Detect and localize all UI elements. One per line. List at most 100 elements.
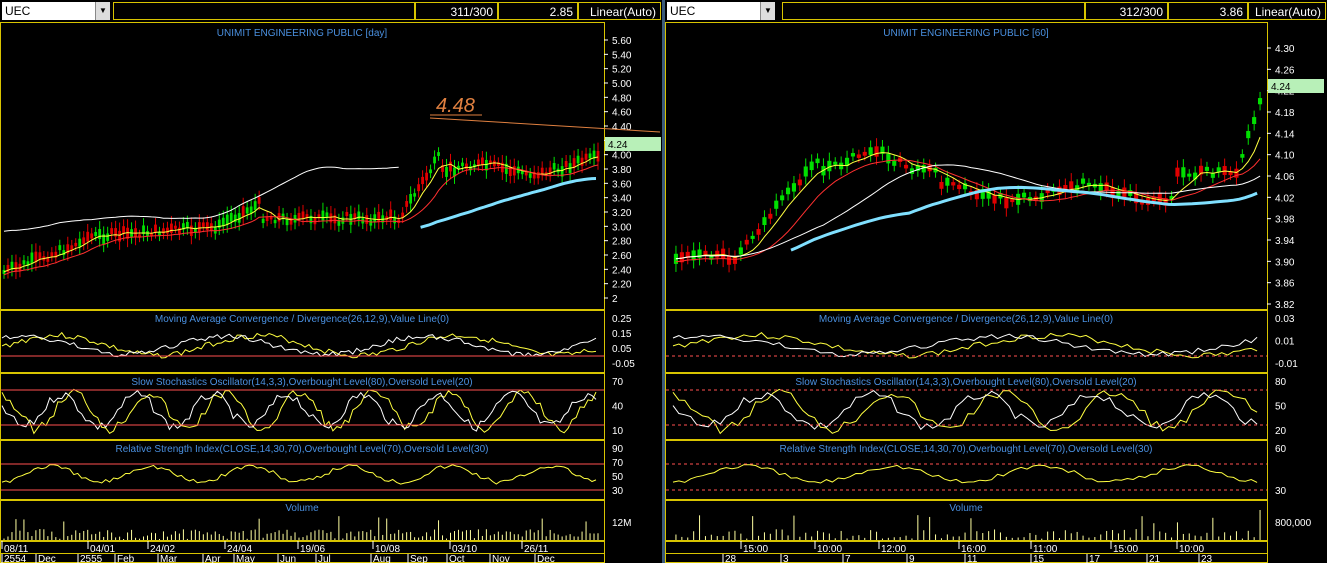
price-candle-body: [249, 206, 253, 214]
date-top-label: 04/01: [90, 544, 115, 555]
pane-splitter[interactable]: [662, 0, 665, 563]
price-candle-body: [473, 164, 476, 168]
price-candle-body: [58, 245, 62, 251]
price-tick-label: 4.18: [1275, 108, 1295, 119]
date-top-label: 26/11: [524, 544, 549, 555]
scale-mode: Linear(Auto): [589, 5, 656, 19]
price-candle-body: [1004, 197, 1009, 209]
price-candle-body: [369, 219, 373, 226]
rsi-tick-label: 50: [612, 472, 624, 483]
chevron-down-icon[interactable]: ▼: [760, 2, 775, 20]
price-candle-body: [237, 213, 241, 223]
price-candle-body: [1045, 188, 1050, 194]
date-top-label: 03/10: [452, 544, 477, 555]
price-candle-body: [158, 231, 161, 237]
price-candle-body: [738, 247, 743, 255]
price-candle-body: [285, 218, 289, 226]
price-candle-body: [962, 183, 968, 190]
price-candle-body: [744, 239, 749, 245]
price-candle-body: [150, 232, 153, 237]
price-tick-label: 2.60: [612, 251, 632, 262]
price-candle-body: [791, 183, 797, 192]
price-candle-body: [193, 227, 197, 233]
price-chart-title: UNIMIT ENGINEERING PUBLIC [day]: [217, 28, 388, 39]
price-candle-body: [337, 219, 341, 226]
price-candle-body: [833, 161, 838, 165]
price-candle-body: [780, 195, 785, 201]
price-candle-body: [357, 211, 361, 220]
date-bottom-label: 2555: [80, 554, 103, 563]
price-candle-body: [401, 212, 405, 218]
price-candle-body: [856, 154, 861, 158]
date-top-label: 19/06: [300, 544, 325, 555]
price-chart-title: UNIMIT ENGINEERING PUBLIC [60]: [883, 28, 1049, 39]
chevron-down-icon[interactable]: ▼: [95, 2, 110, 20]
price-candle-body: [78, 238, 82, 247]
price-tick-label: 3.86: [1275, 279, 1295, 290]
price-tick-label: 3.80: [612, 165, 632, 176]
price-candle-body: [178, 227, 181, 234]
price-candle-body: [844, 157, 850, 167]
right-chart-canvas[interactable]: UNIMIT ENGINEERING PUBLIC [60] Moving Ave…: [665, 22, 1327, 563]
price-candle-body: [257, 197, 261, 204]
value-field: 3.86: [1168, 2, 1248, 20]
volume-title: Volume: [949, 503, 983, 514]
price-candle-body: [1069, 181, 1074, 192]
price-candle-body: [170, 223, 173, 233]
price-candle-body: [333, 215, 337, 224]
macd-signal-line: [1, 333, 597, 358]
scale-select[interactable]: Linear(Auto): [578, 2, 661, 20]
price-candle-body: [809, 161, 814, 171]
bar-count: 312/300: [1119, 5, 1163, 19]
price-candle-body: [785, 187, 791, 195]
price-candle-body: [580, 157, 584, 166]
price-tick-label: 5.40: [612, 50, 632, 61]
price-candle-body: [1252, 117, 1257, 125]
ma-fast-line: [3, 156, 599, 273]
price-candle-body: [564, 161, 568, 168]
price-candle-body: [317, 214, 321, 218]
date-bottom-label: Jun: [280, 554, 296, 563]
price-candle-body: [110, 228, 114, 235]
symbol-select[interactable]: UEC ▼: [2, 2, 110, 20]
price-tick-label: 4.30: [1275, 44, 1295, 55]
price-candle-body: [313, 217, 317, 225]
count-field: 311/300: [415, 2, 498, 20]
price-candle-body: [201, 222, 205, 227]
stochastics-tick-label: 70: [612, 377, 624, 388]
macd-tick-label: 0.03: [1275, 314, 1295, 325]
ma-long-line: [420, 177, 597, 229]
price-candle-body: [189, 225, 193, 237]
volume-tick-label: 800,000: [1275, 518, 1312, 529]
price-tick-label: 2.80: [612, 237, 632, 248]
date-bottom-label: Aug: [373, 554, 391, 563]
price-candle-body: [325, 212, 329, 218]
price-candle-body: [957, 184, 962, 190]
price-candle-body: [1075, 185, 1080, 192]
price-candle-body: [365, 215, 369, 224]
price-candle-body: [245, 207, 249, 214]
price-candle-body: [373, 214, 377, 222]
price-candle-body: [921, 165, 926, 173]
left-chart-canvas[interactable]: UNIMIT ENGINEERING PUBLIC [day] Moving Av…: [0, 22, 662, 563]
toolbar: UEC ▼ 311/300 2.85 Linear(Auto): [0, 0, 662, 22]
price-candle-body: [54, 251, 58, 258]
hourly-chart-pane[interactable]: UEC ▼ 312/300 3.86 Linear(Auto) UNIMIT E…: [665, 0, 1327, 563]
price-candle-body: [82, 237, 86, 244]
price-candle-body: [417, 184, 421, 192]
price-tick-label: 2: [612, 294, 618, 305]
scale-select[interactable]: Linear(Auto): [1248, 2, 1326, 20]
price-candle-body: [1257, 98, 1263, 105]
price-candle-body: [584, 153, 588, 160]
price-candle-body: [596, 150, 600, 162]
date-top-label: 08/11: [4, 544, 29, 555]
date-top-label: 12:00: [881, 544, 906, 555]
price-candle-body: [34, 251, 38, 263]
daily-chart-pane[interactable]: UEC ▼ 311/300 2.85 Linear(Auto) UNIMIT E…: [0, 0, 662, 563]
price-candle-body: [126, 227, 129, 239]
symbol-select[interactable]: UEC ▼: [667, 2, 775, 20]
price-candle-body: [726, 255, 732, 265]
price-candle-body: [1163, 198, 1168, 206]
price-candle-body: [1187, 173, 1192, 177]
price-candle-body: [385, 216, 389, 221]
